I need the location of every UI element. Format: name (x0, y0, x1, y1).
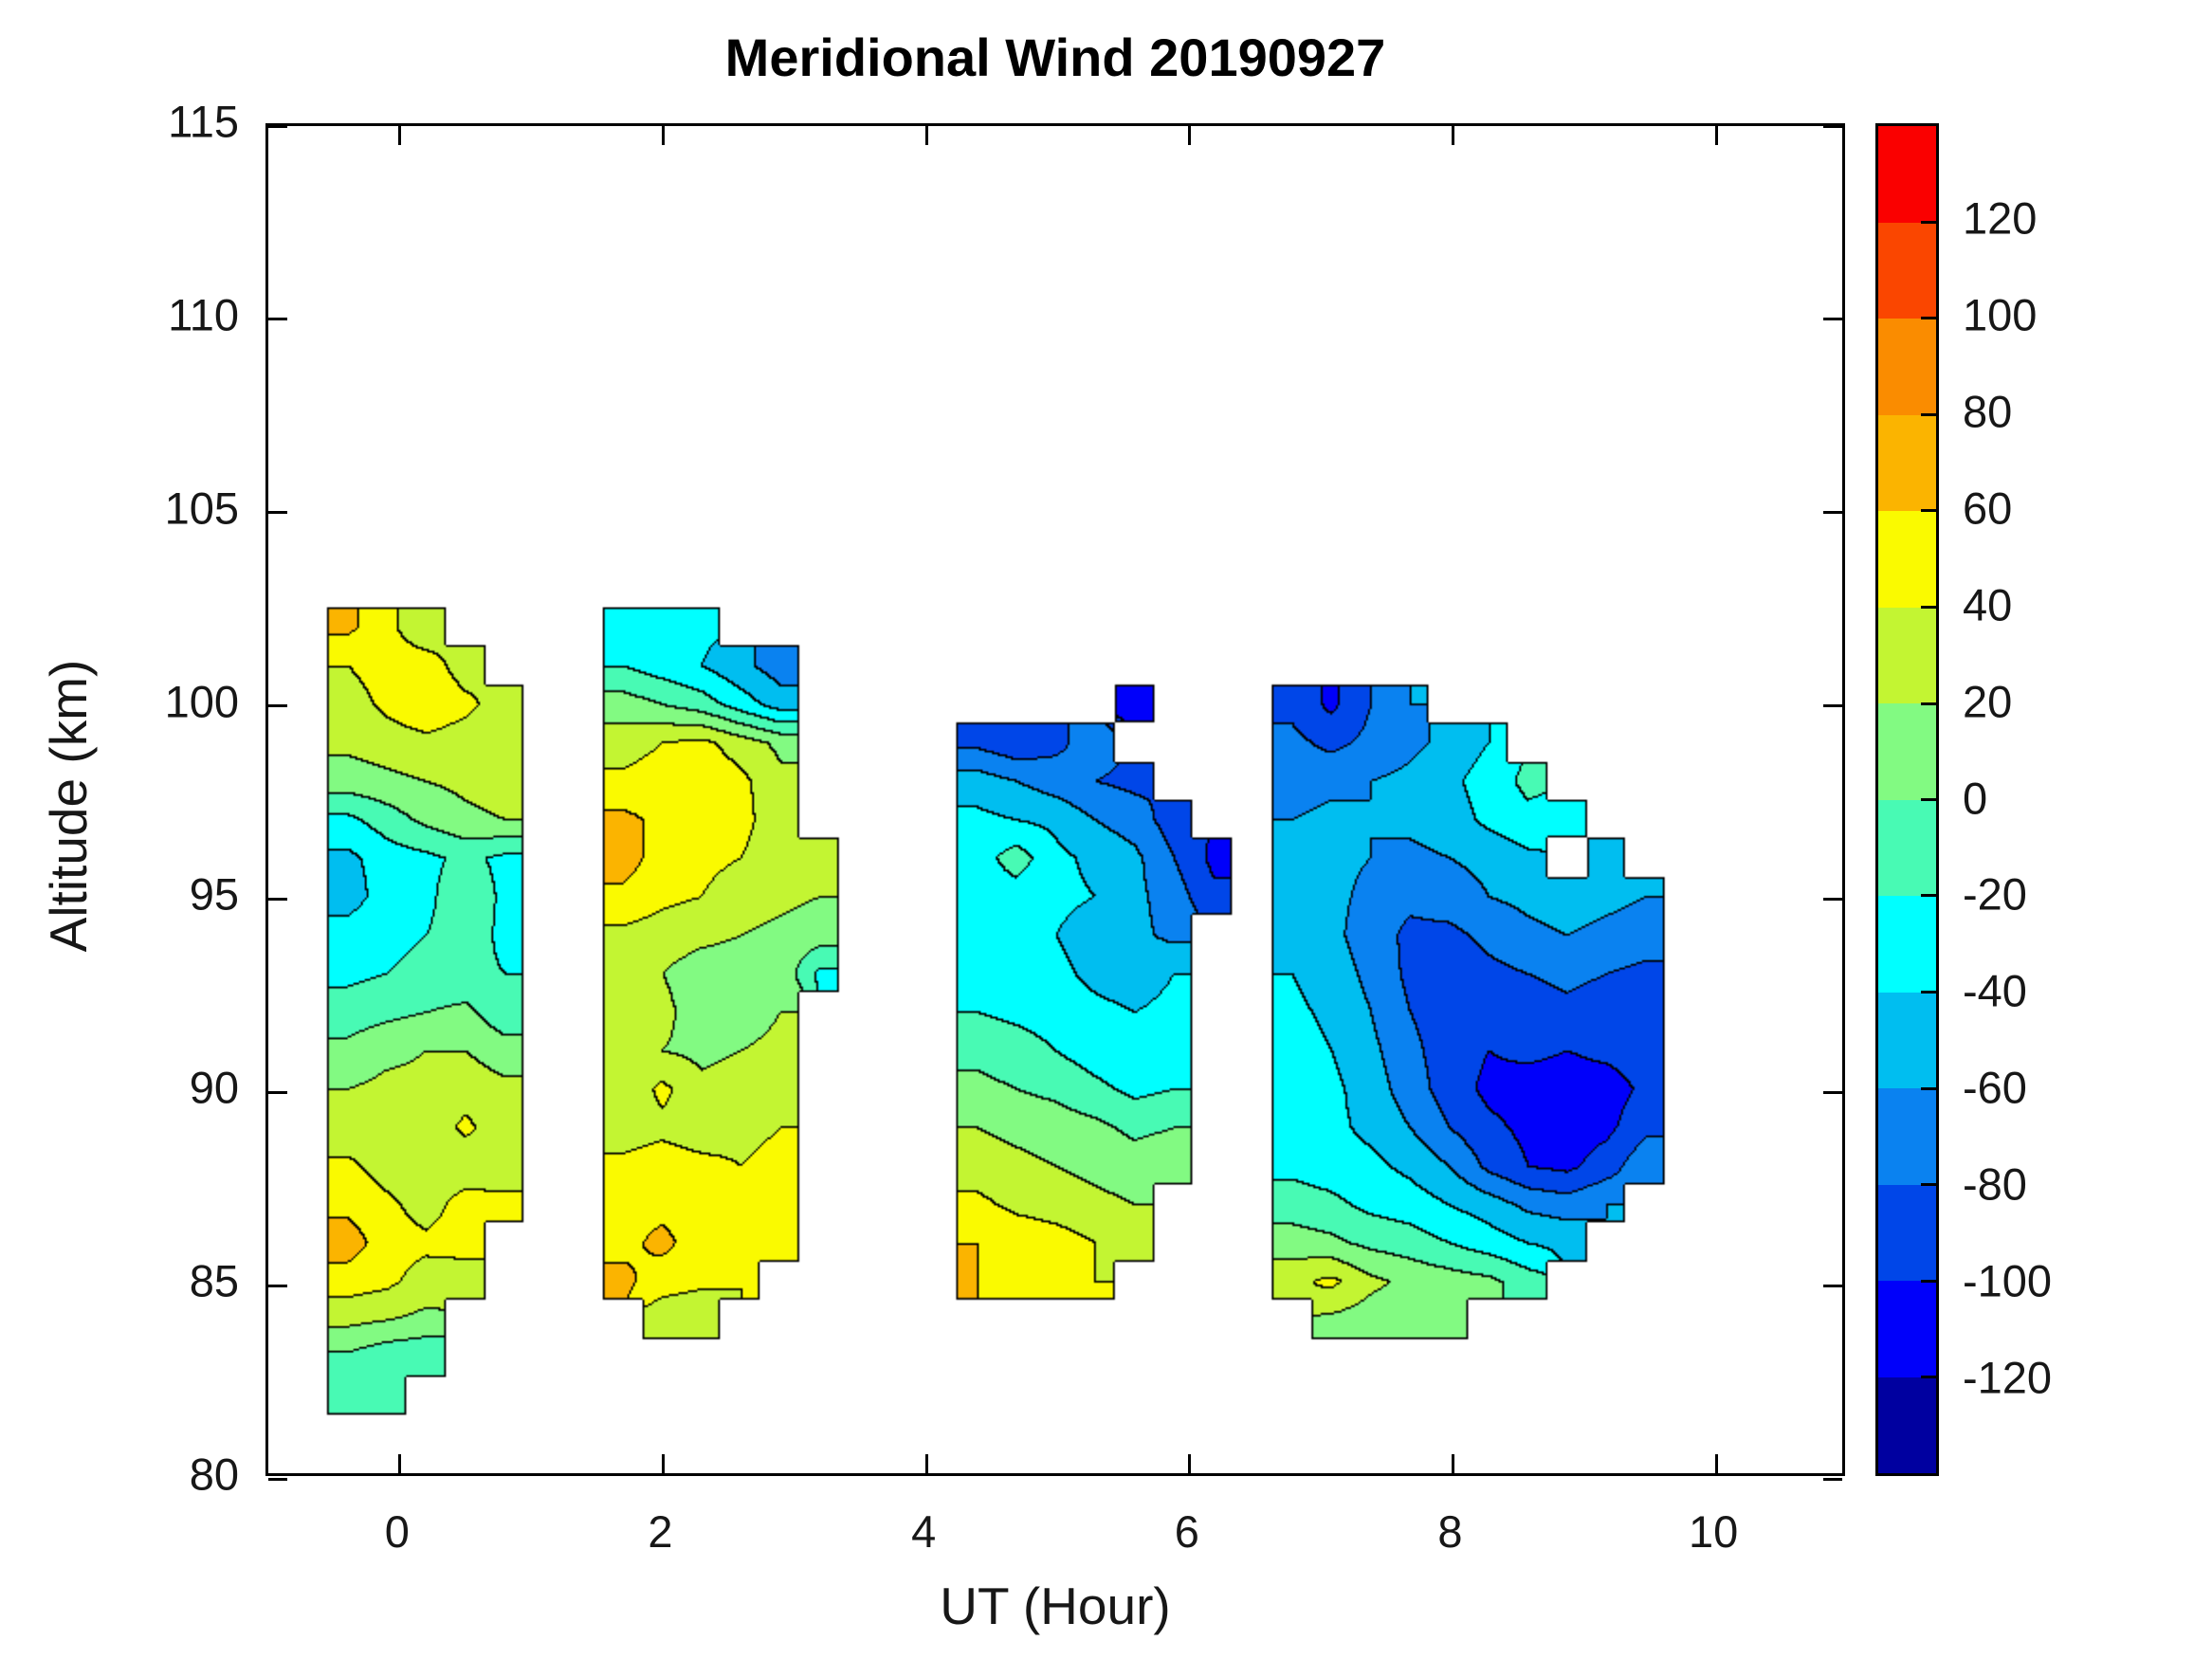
y-tick-label: 105 (164, 483, 239, 534)
x-tick-mark (1188, 1454, 1192, 1473)
colorbar-tick-mark (1921, 1376, 1936, 1378)
colorbar-band (1878, 511, 1936, 608)
y-tick-mark (1823, 704, 1842, 708)
x-tick-label: 10 (1689, 1506, 1739, 1557)
contour-plot-canvas (268, 126, 1842, 1473)
y-tick-mark (1823, 1284, 1842, 1287)
x-axis-tick-labels: 0 2 4 6 8 10 (265, 1505, 1845, 1562)
y-tick-label: 90 (189, 1062, 239, 1113)
colorbar-tick-label: 0 (1963, 772, 1988, 823)
y-tick-label: 95 (189, 868, 239, 920)
y-tick-mark (268, 511, 287, 515)
y-tick-mark (268, 1284, 287, 1287)
y-tick-label: 115 (168, 96, 239, 147)
colorbar-band (1878, 222, 1936, 319)
colorbar-band (1878, 703, 1936, 800)
y-tick-label: 85 (189, 1255, 239, 1306)
colorbar-tick-label: -60 (1963, 1062, 2027, 1113)
colorbar-tick-label: 40 (1963, 578, 2013, 629)
colorbar-tick-label: -120 (1963, 1352, 2053, 1403)
x-tick-mark (1188, 126, 1192, 145)
x-tick-mark (924, 1454, 928, 1473)
colorbar-tick-mark (1921, 798, 1936, 801)
y-tick-label: 80 (189, 1449, 239, 1500)
chart-title: Meridional Wind 20190927 (724, 27, 1386, 87)
y-tick-mark (1823, 1477, 1842, 1481)
y-axis-tick-labels: 80 85 90 95 100 105 110 115 (0, 96, 239, 1499)
y-tick-mark (268, 318, 287, 321)
colorbar-tick-mark (1921, 509, 1936, 513)
colorbar-band (1878, 1376, 1936, 1473)
colorbar-band (1878, 799, 1936, 896)
colorbar-tick-mark (1921, 1183, 1936, 1186)
colorbar-band (1878, 896, 1936, 993)
x-tick-label: 4 (911, 1506, 937, 1557)
x-tick-label: 0 (384, 1506, 410, 1557)
colorbar-tick-labels: -120 -100 -80 -60 -40 -20 0 20 40 60 80 100 120 (1963, 123, 2190, 1476)
y-axis-label: Altitude (km) (39, 659, 98, 953)
colorbar-tick-mark (1921, 702, 1936, 705)
y-tick-mark (268, 1477, 287, 1481)
y-tick-mark (1823, 897, 1842, 901)
colorbar-tick-label: -100 (1963, 1255, 2053, 1306)
colorbar-tick-label: -80 (1963, 1158, 2027, 1210)
colorbar-tick-mark (1921, 1086, 1936, 1090)
x-tick-mark (1714, 126, 1718, 145)
colorbar-band (1878, 992, 1936, 1088)
colorbar-tick-mark (1921, 894, 1936, 898)
y-tick-mark (268, 124, 287, 128)
y-tick-mark (1823, 1090, 1842, 1094)
colorbar-tick-label: 20 (1963, 675, 2013, 726)
x-tick-mark (924, 126, 928, 145)
colorbar-tick-mark (1921, 317, 1936, 320)
colorbar-tick-mark (1921, 413, 1936, 416)
colorbar-band (1878, 319, 1936, 415)
colorbar-tick-label: 100 (1963, 289, 2038, 340)
colorbar-tick-label: -40 (1963, 965, 2027, 1016)
x-tick-mark (662, 1454, 665, 1473)
colorbar-band (1878, 1281, 1936, 1377)
plot-area (265, 123, 1845, 1481)
y-tick-label: 110 (168, 289, 239, 340)
colorbar-tick-mark (1921, 1279, 1936, 1283)
colorbar-band (1878, 414, 1936, 511)
x-tick-label: 6 (1174, 1506, 1199, 1557)
y-tick-mark (268, 1090, 287, 1094)
x-tick-mark (1714, 1454, 1718, 1473)
colorbar (1875, 123, 1939, 1476)
y-tick-mark (1823, 124, 1842, 128)
y-tick-label: 100 (164, 675, 239, 726)
x-tick-mark (1452, 1454, 1454, 1473)
colorbar-tick-mark (1921, 606, 1936, 609)
colorbar-band (1878, 607, 1936, 703)
colorbar-tick-label: -20 (1963, 868, 2027, 920)
x-tick-mark (662, 126, 665, 145)
y-tick-mark (1823, 511, 1842, 515)
x-tick-mark (1452, 126, 1454, 145)
x-tick-mark (398, 126, 402, 145)
colorbar-tick-mark (1921, 220, 1936, 224)
colorbar-band (1878, 1088, 1936, 1185)
colorbar-tick-label: 60 (1963, 483, 2013, 534)
colorbar-band (1878, 1184, 1936, 1281)
y-tick-mark (268, 704, 287, 708)
x-tick-label: 8 (1437, 1506, 1463, 1557)
x-tick-label: 2 (648, 1506, 673, 1557)
y-tick-mark (268, 897, 287, 901)
colorbar-tick-label: 120 (1963, 192, 2038, 244)
x-tick-mark (398, 1454, 402, 1473)
colorbar-band (1878, 126, 1936, 223)
colorbar-tick-mark (1921, 991, 1936, 994)
y-tick-mark (1823, 318, 1842, 321)
x-axis-label: UT (Hour) (940, 1577, 1171, 1635)
colorbar-tick-label: 80 (1963, 386, 2013, 437)
